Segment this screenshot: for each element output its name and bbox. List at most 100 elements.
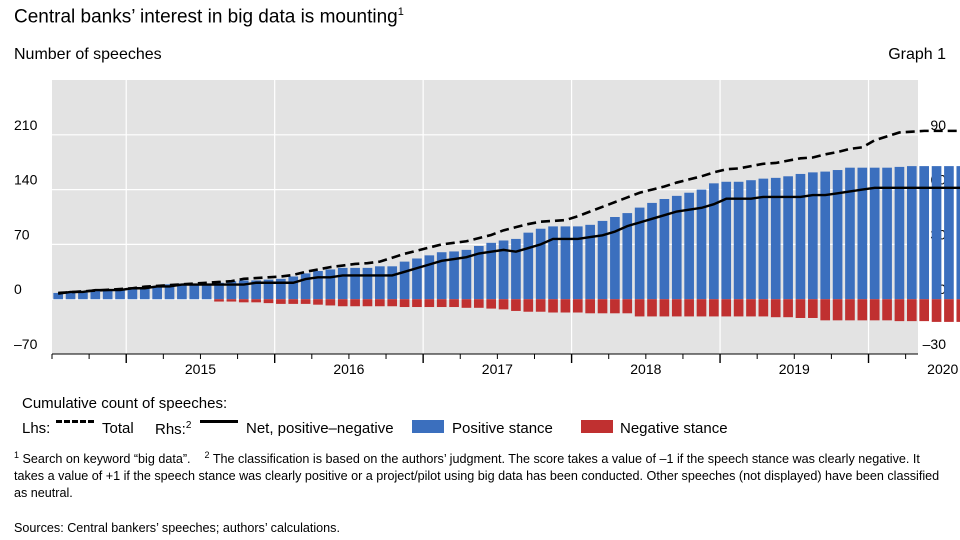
positive-bar <box>820 171 831 300</box>
negative-bar <box>832 299 843 321</box>
positive-bar <box>610 217 620 300</box>
positive-bar <box>201 283 212 300</box>
y-left-tick-label: –70 <box>14 336 38 352</box>
title-footnote-mark: 1 <box>397 6 404 18</box>
y-left-tick-label: 70 <box>14 226 30 242</box>
positive-bar <box>894 166 905 300</box>
negative-bar <box>387 299 398 307</box>
negative-bar <box>610 299 620 314</box>
negative-bar <box>931 299 942 322</box>
negative-bar <box>399 299 410 308</box>
y-left-tick-label: 140 <box>14 172 38 188</box>
legend-rhs-note: 2 <box>185 420 192 431</box>
positive-bar <box>869 167 880 300</box>
negative-bar <box>721 299 732 317</box>
positive-bar <box>808 172 818 300</box>
legend-positive-swatch <box>412 420 444 433</box>
positive-bar <box>177 283 187 300</box>
positive-bar <box>127 288 138 300</box>
positive-bar <box>412 258 422 300</box>
negative-bar <box>313 299 323 305</box>
positive-bar <box>795 173 806 300</box>
positive-bar <box>337 267 348 300</box>
y-right-tick-label: 0 <box>938 281 946 297</box>
negative-bar <box>783 299 793 318</box>
negative-bar <box>251 299 261 303</box>
negative-bar <box>498 299 509 310</box>
negative-bar <box>746 299 756 317</box>
y-right-tick-label: 90 <box>930 117 946 133</box>
positive-bar <box>634 207 645 300</box>
negative-bar <box>622 299 633 314</box>
total-dashed-line <box>58 129 960 295</box>
positive-bar <box>560 226 571 300</box>
positive-bar <box>758 178 769 300</box>
positive-bar <box>276 278 286 300</box>
negative-bar <box>857 299 868 321</box>
legend-rhs: Rhs:2 <box>155 420 191 438</box>
positive-bar <box>251 280 261 300</box>
negative-bar <box>449 299 459 308</box>
negative-bar <box>733 299 744 317</box>
positive-bar <box>622 213 633 300</box>
positive-bar <box>78 291 88 300</box>
negative-bar <box>511 299 521 311</box>
legend-negative-label: Negative stance <box>620 420 728 437</box>
negative-bar <box>659 299 670 317</box>
graph-number: Graph 1 <box>888 46 946 63</box>
positive-bar <box>139 287 150 300</box>
negative-bar <box>375 299 385 307</box>
negative-bar <box>919 299 930 322</box>
positive-bar <box>152 285 162 300</box>
negative-bar <box>808 299 818 318</box>
positive-bar <box>375 266 385 300</box>
negative-bar <box>548 299 558 313</box>
chart-title: Central banks’ interest in big data is m… <box>14 6 404 28</box>
positive-bar <box>845 167 855 300</box>
negative-bar <box>288 299 299 304</box>
y-left-tick-label: 210 <box>14 117 38 133</box>
negative-bar <box>956 299 960 322</box>
positive-bar <box>696 189 707 300</box>
positive-bar <box>53 292 64 300</box>
negative-bar <box>795 299 806 318</box>
positive-bar <box>189 284 200 300</box>
positive-bar <box>90 290 101 300</box>
negative-bar <box>214 299 224 302</box>
negative-bar <box>300 299 311 304</box>
positive-bar <box>721 181 732 300</box>
legend-net-line-icon <box>200 420 238 423</box>
positive-bar <box>647 202 657 300</box>
negative-bar <box>350 299 360 307</box>
positive-bar <box>115 289 125 300</box>
positive-bar <box>300 273 311 300</box>
positive-bar <box>362 267 373 300</box>
footnote-2-text: The classification is based on the autho… <box>14 452 940 501</box>
positive-bar <box>956 166 960 300</box>
footnote-1-text: Search on keyword “big data”. <box>22 452 191 467</box>
positive-bar <box>102 289 113 300</box>
chart-subtitle: Number of speeches <box>14 46 162 63</box>
negative-bar <box>436 299 447 308</box>
positive-bar <box>449 251 459 300</box>
negative-bar <box>770 299 781 318</box>
negative-bar <box>634 299 645 317</box>
negative-bar <box>412 299 422 308</box>
positive-bar <box>313 271 323 300</box>
positive-bar <box>857 167 868 300</box>
positive-bar <box>659 198 670 300</box>
negative-bar <box>337 299 348 307</box>
positive-bar <box>535 228 546 300</box>
footnote-1-mark: 1 <box>14 450 20 460</box>
positive-bar <box>511 238 521 300</box>
sources-note: Sources: Central bankers’ speeches; auth… <box>14 521 340 535</box>
positive-bar <box>399 261 410 300</box>
x-tick-label: 2017 <box>482 361 513 377</box>
negative-bar <box>226 299 237 302</box>
negative-bar <box>560 299 571 313</box>
negative-bar <box>238 299 249 303</box>
legend-total-label: Total <box>102 420 134 437</box>
negative-bar <box>523 299 534 312</box>
net-line <box>58 186 960 295</box>
positive-bar <box>436 252 447 300</box>
